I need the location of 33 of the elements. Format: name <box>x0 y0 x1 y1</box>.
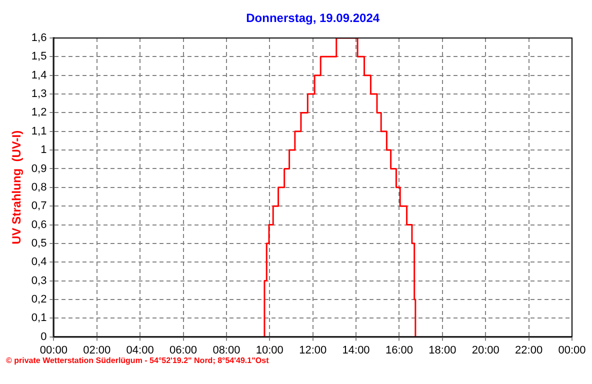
x-tick-label: 14:00 <box>342 344 370 356</box>
y-tick-label: 0,9 <box>31 162 47 175</box>
y-tick-label: 0,3 <box>31 274 47 287</box>
chart-title: Donnerstag, 19.09.2024 <box>246 11 380 25</box>
x-tick-label: 04:00 <box>126 344 154 356</box>
y-tick-label: 0,1 <box>31 312 47 324</box>
y-tick-label: 0,6 <box>31 218 47 231</box>
x-tick-label: 12:00 <box>299 344 327 356</box>
y-tick-label: 0 <box>40 330 47 343</box>
x-tick-label: 06:00 <box>170 344 198 356</box>
text: © private Wetterstation Süderlügum - 54°52'19.2" Nord; 8°54'49.1"Ost <box>6 356 269 365</box>
y-tick-label: 1,6 <box>31 32 47 44</box>
y-tick-label: 0,4 <box>31 256 47 268</box>
y-tick-label: 1,1 <box>31 125 47 138</box>
y-axis-title: UV Strahlung (UV-I) <box>10 130 24 244</box>
y-tick-label: 1 <box>40 144 47 156</box>
x-tick-label: 02:00 <box>83 344 111 356</box>
y-tick-label: 0,8 <box>31 181 47 194</box>
x-tick-label: 16:00 <box>385 344 413 356</box>
x-tick-label: 22:00 <box>515 344 543 356</box>
x-tick-label: 10:00 <box>256 344 284 356</box>
y-tick-label: 1,4 <box>31 69 47 82</box>
y-tick-label: 0,5 <box>31 237 47 250</box>
y-tick-label: 0,2 <box>31 293 47 306</box>
y-tick-label: 1,5 <box>31 50 47 63</box>
x-tick-label: 20:00 <box>472 344 500 356</box>
x-tick-label: 00:00 <box>40 344 68 356</box>
y-tick-label: 1,2 <box>31 106 47 119</box>
y-tick-label: 1,3 <box>31 88 47 100</box>
x-tick-label: 00:00 <box>558 344 586 356</box>
x-tick-label: 08:00 <box>212 344 240 356</box>
y-tick-label: 0,7 <box>31 200 47 212</box>
x-tick-label: 18:00 <box>428 344 456 356</box>
